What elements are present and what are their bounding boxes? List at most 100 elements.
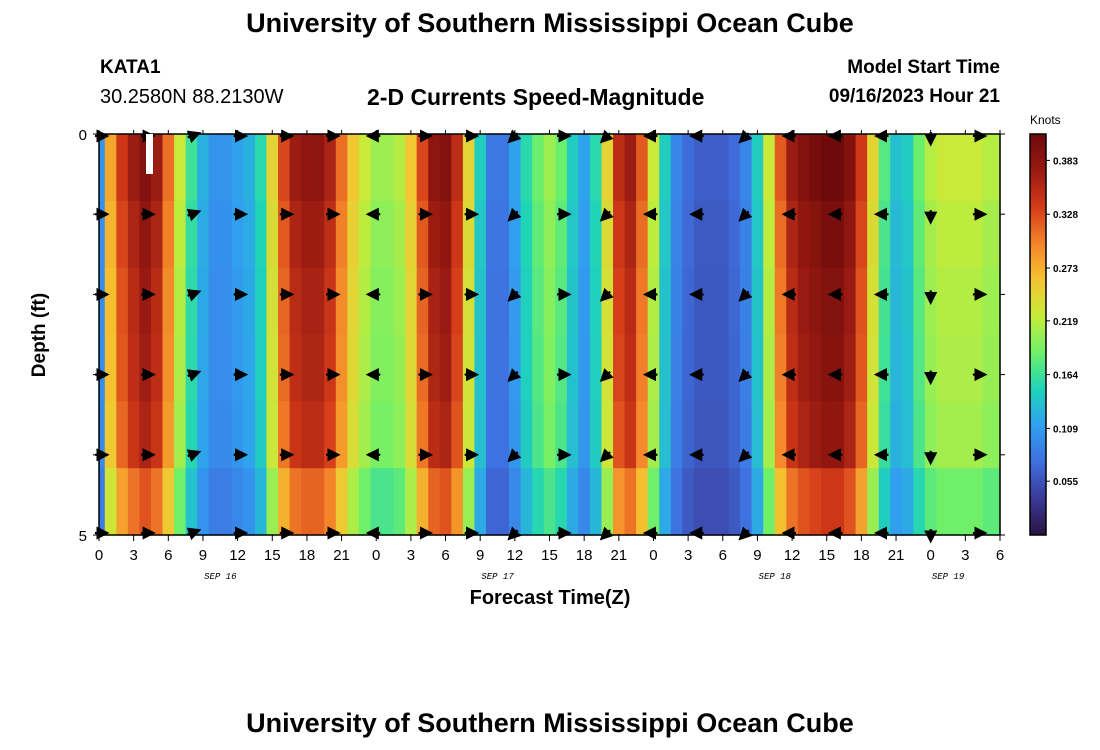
heatmap-cell <box>855 334 868 402</box>
heatmap-cell <box>982 468 995 536</box>
heatmap-cell <box>855 267 868 336</box>
heatmap-cell <box>162 267 175 336</box>
heatmap-cell <box>555 267 568 336</box>
heatmap-cell <box>243 468 256 536</box>
x-tick-label: 15 <box>818 547 835 564</box>
heatmap-cell <box>393 334 406 402</box>
heatmap-cell <box>982 134 995 202</box>
heatmap-cell <box>231 200 244 269</box>
heatmap-cell <box>358 468 372 536</box>
heatmap-cell <box>740 134 753 202</box>
heatmap-cell <box>948 334 961 402</box>
heatmap-cell <box>751 401 764 469</box>
heatmap-cell <box>485 334 499 402</box>
heatmap-cell <box>370 401 383 469</box>
heatmap-cell <box>405 334 418 402</box>
heatmap-cell <box>520 401 533 469</box>
heatmap-cell <box>797 334 811 402</box>
heatmap-cell <box>439 134 452 202</box>
heatmap-cell <box>104 401 117 469</box>
heatmap-cell <box>959 334 972 402</box>
heatmap-cell <box>382 134 395 202</box>
heatmap-cell <box>774 200 787 269</box>
heatmap-cell <box>462 200 476 269</box>
heatmap-cell <box>659 334 672 402</box>
heatmap-cell <box>728 134 741 202</box>
heatmap-cell <box>589 334 603 402</box>
heatmap-cell <box>509 200 522 269</box>
heatmap-cell <box>451 401 464 469</box>
heatmap-cell <box>99 334 106 402</box>
heatmap-cell <box>659 134 672 202</box>
heatmap-cell <box>254 334 268 402</box>
heatmap-cell <box>439 468 452 536</box>
heatmap-cell <box>347 134 360 202</box>
heatmap-cell <box>416 200 429 269</box>
heatmap-cell <box>670 468 683 536</box>
heatmap-cell <box>254 134 268 202</box>
heatmap-cell <box>382 334 395 402</box>
heatmap-cell <box>797 468 811 536</box>
heatmap-cell <box>485 401 499 469</box>
heatmap-cell <box>162 334 175 402</box>
heatmap-cell <box>924 334 938 402</box>
heatmap-cell <box>439 267 452 336</box>
heatmap-cell <box>393 200 406 269</box>
heatmap-cell <box>174 134 187 202</box>
heatmap-cell <box>878 334 891 402</box>
heatmap-cell <box>820 134 834 202</box>
heatmap-cell <box>266 200 279 269</box>
current-arrow <box>599 448 614 463</box>
heatmap-cell <box>994 267 1001 336</box>
heatmap-cell <box>509 401 522 469</box>
heatmap-cell <box>370 134 383 202</box>
x-tick-label: 21 <box>610 547 627 564</box>
heatmap-cell <box>682 200 695 269</box>
heatmap-cell <box>832 267 845 336</box>
heatmap-cell <box>832 468 845 536</box>
heatmap-cell <box>220 334 233 402</box>
heatmap-cell <box>659 267 672 336</box>
heatmap-cell <box>959 401 972 469</box>
heatmap-cell <box>566 267 579 336</box>
heatmap-cell <box>543 468 556 536</box>
heatmap-cell <box>693 401 707 469</box>
heatmap-cell <box>335 401 348 469</box>
heatmap-cell <box>324 134 337 202</box>
heatmap-cell <box>220 401 233 469</box>
heatmap-cell <box>786 267 799 336</box>
heatmap-cell <box>312 468 325 536</box>
heatmap-cell <box>901 134 914 202</box>
heatmap-cell <box>844 401 857 469</box>
heatmap-cell <box>716 401 730 469</box>
heatmap-cell <box>370 200 383 269</box>
heatmap-cell <box>543 134 556 202</box>
heatmap-cell <box>913 267 926 336</box>
heatmap-cell <box>208 134 221 202</box>
heatmap-cell <box>566 468 579 536</box>
heatmap-cell <box>347 267 360 336</box>
heatmap-cell <box>716 468 730 536</box>
heatmap-cell <box>740 267 753 336</box>
heatmap-cell <box>324 200 337 269</box>
heatmap-cell <box>474 401 487 469</box>
heatmap-cell <box>127 401 141 469</box>
x-tick-label: 0 <box>927 547 935 564</box>
heatmap-cell <box>959 468 972 536</box>
heatmap-cell <box>162 134 175 202</box>
heatmap-cell <box>705 134 718 202</box>
heatmap-cell <box>751 334 764 402</box>
x-tick-label: 15 <box>541 547 558 564</box>
heatmap-cell <box>890 334 903 402</box>
heatmap-cell <box>901 334 914 402</box>
heatmap-cell <box>139 334 152 402</box>
current-arrow <box>599 368 614 383</box>
heatmap-cell <box>220 200 233 269</box>
heatmap-cell <box>532 134 545 202</box>
heatmap-cell <box>844 334 857 402</box>
heatmap-cell <box>716 267 730 336</box>
heatmap-cell <box>728 334 741 402</box>
colorbar-tick-label: 0.164 <box>1053 371 1078 382</box>
heatmap-cell <box>820 401 834 469</box>
heatmap-cell <box>104 267 117 336</box>
